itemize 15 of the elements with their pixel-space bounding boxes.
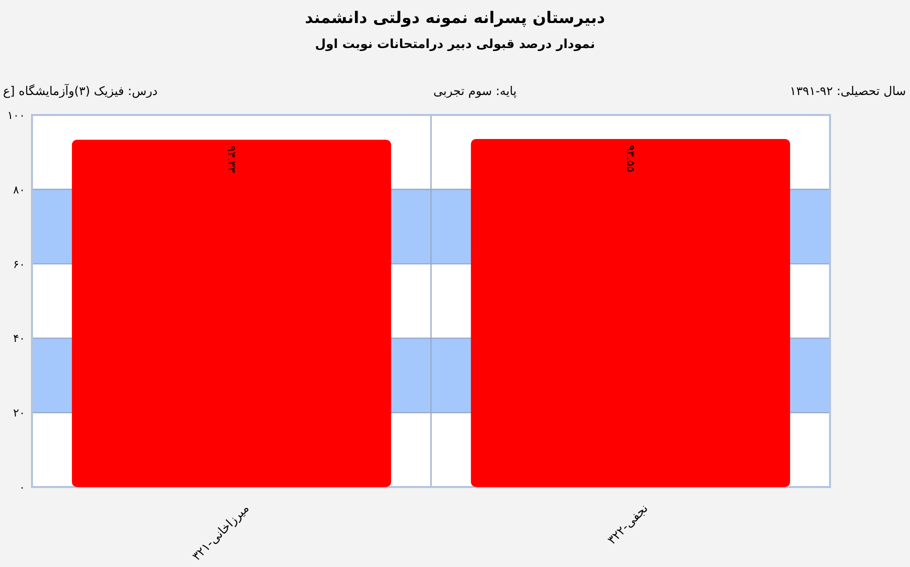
x-tick-label: نجفی-۳۲۲: [604, 501, 651, 548]
text: سال تحصیلی: ۹۲-۱۳۹۱: [790, 84, 906, 98]
text: پایه: سوم تجربی: [433, 84, 517, 98]
y-tick-label: ۱۰۰: [7, 109, 25, 122]
data-label: ۹۳.۳۳: [225, 146, 238, 174]
y-tick-label: ۴۰: [13, 332, 25, 346]
y-tick-label: ۶۰: [13, 258, 25, 271]
chart-subtitle: نمودار درصد قبولی دبیر درامتحانات نوبت اول: [314, 36, 596, 52]
x-tick-label: میرزاخانی-۳۲۱: [189, 501, 252, 564]
y-tick-label: ۰: [19, 481, 25, 494]
data-label: ۹۳.۵۵: [624, 144, 637, 172]
chart-title: دبیرستان پسرانه نمونه دولتی دانشمند: [304, 8, 606, 27]
y-tick-label: ۸۰: [13, 183, 25, 196]
text: درس: فیزیک (۳)وآزمایشگاه [ع: [3, 83, 158, 98]
y-tick-label: ۲۰: [13, 406, 25, 420]
